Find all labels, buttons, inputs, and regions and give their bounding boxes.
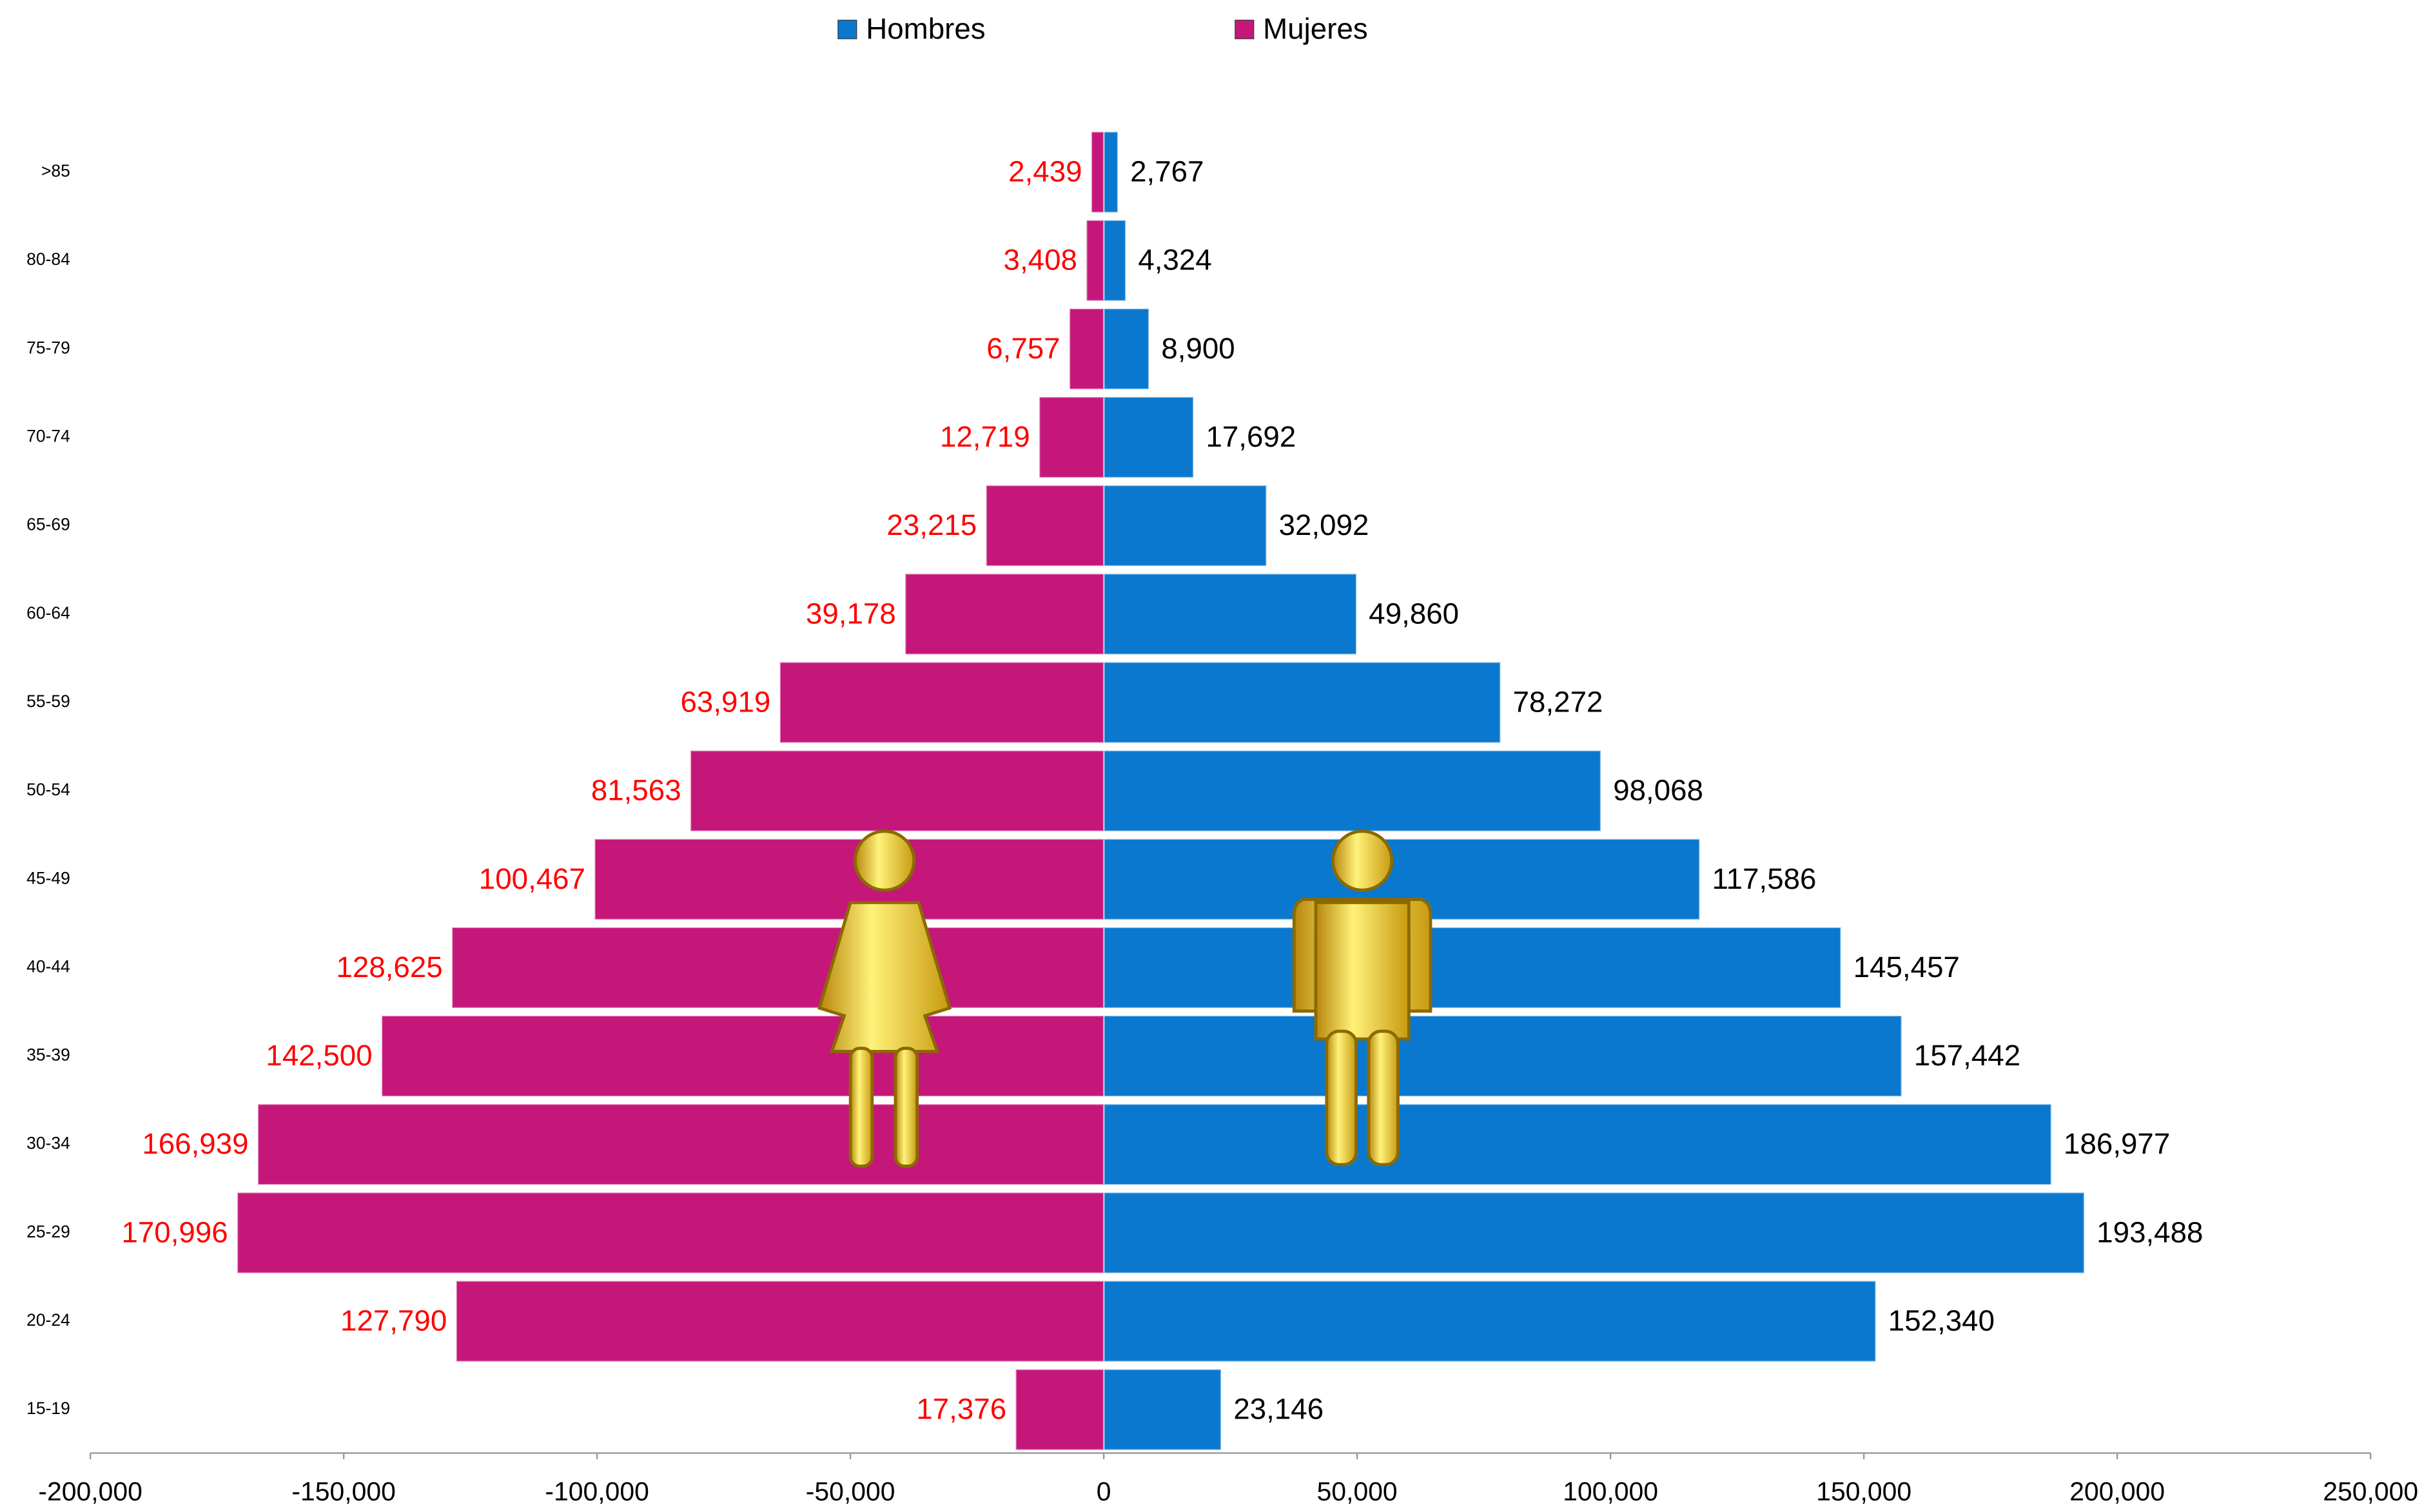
bar bbox=[1086, 219, 1105, 302]
y-tick-label: 25-29 bbox=[26, 1222, 70, 1241]
bar bbox=[1102, 573, 1358, 655]
bar bbox=[779, 661, 1105, 744]
data-label: 49,860 bbox=[1369, 597, 1459, 630]
woman-icon bbox=[817, 829, 952, 1168]
legend-label: Hombres bbox=[866, 12, 985, 45]
data-label: 2,767 bbox=[1130, 155, 1204, 188]
bar bbox=[1102, 1103, 2053, 1186]
x-tick-label: 200,000 bbox=[2069, 1477, 2165, 1506]
y-tick-label: 75-79 bbox=[26, 338, 70, 357]
bar bbox=[1102, 396, 1195, 479]
y-tick-label: 30-34 bbox=[26, 1134, 70, 1153]
x-tick-label: -200,000 bbox=[38, 1477, 142, 1506]
data-label: 32,092 bbox=[1279, 509, 1369, 541]
data-label: 170,996 bbox=[121, 1216, 228, 1248]
data-label: 157,442 bbox=[1914, 1039, 2020, 1072]
bar bbox=[257, 1103, 1105, 1186]
y-tick-label: 55-59 bbox=[26, 692, 70, 711]
data-label: 81,563 bbox=[591, 774, 681, 807]
bar bbox=[236, 1192, 1105, 1274]
bar bbox=[1102, 219, 1127, 302]
bar bbox=[985, 484, 1105, 567]
bar bbox=[1102, 131, 1119, 213]
data-label: 17,376 bbox=[916, 1393, 1006, 1426]
man-icon bbox=[1292, 829, 1432, 1167]
x-tick-label: 250,000 bbox=[2323, 1477, 2418, 1506]
data-label: 186,977 bbox=[2064, 1127, 2170, 1160]
data-label: 39,178 bbox=[806, 597, 896, 630]
data-label: 166,939 bbox=[142, 1127, 248, 1160]
x-tick-label: -150,000 bbox=[291, 1477, 395, 1506]
bar bbox=[1102, 661, 1501, 744]
bar bbox=[1015, 1368, 1105, 1451]
y-tick-label: 50-54 bbox=[26, 780, 70, 799]
bar bbox=[1102, 926, 1842, 1009]
data-label: 23,146 bbox=[1233, 1393, 1324, 1426]
data-label: 193,488 bbox=[2096, 1216, 2203, 1248]
y-tick-label: 70-74 bbox=[26, 427, 70, 446]
bar bbox=[455, 1280, 1105, 1362]
x-tick-label: -100,000 bbox=[545, 1477, 649, 1506]
bar bbox=[1102, 1280, 1877, 1362]
bar bbox=[1102, 484, 1267, 567]
x-tick-label: 100,000 bbox=[1563, 1477, 1658, 1506]
data-label: 4,324 bbox=[1138, 244, 1211, 276]
data-label: 8,900 bbox=[1161, 332, 1235, 365]
data-label: 2,439 bbox=[1008, 155, 1082, 188]
data-label: 23,215 bbox=[886, 509, 977, 541]
y-tick-label: 80-84 bbox=[26, 249, 70, 269]
data-label: 63,919 bbox=[681, 685, 771, 718]
bar bbox=[1102, 1192, 2086, 1274]
data-label: 100,467 bbox=[479, 862, 585, 895]
bar bbox=[1102, 750, 1602, 832]
bar bbox=[1038, 396, 1105, 479]
legend-swatch bbox=[837, 19, 857, 39]
data-label: 142,500 bbox=[266, 1039, 372, 1072]
y-tick-label: 35-39 bbox=[26, 1045, 70, 1065]
y-tick-label: 40-44 bbox=[26, 956, 70, 976]
bar bbox=[380, 1014, 1105, 1098]
bar bbox=[451, 926, 1105, 1009]
data-label: 12,719 bbox=[940, 420, 1030, 453]
y-tick-label: 15-19 bbox=[26, 1399, 70, 1418]
data-label: 145,457 bbox=[1853, 951, 1960, 984]
legend-label: Mujeres bbox=[1263, 12, 1368, 45]
bar bbox=[689, 750, 1105, 832]
data-label: 6,757 bbox=[986, 332, 1060, 365]
data-label: 3,408 bbox=[1004, 244, 1077, 276]
x-tick-label: 50,000 bbox=[1317, 1477, 1398, 1506]
y-tick-label: 60-64 bbox=[26, 603, 70, 623]
data-label: 117,586 bbox=[1712, 862, 1817, 895]
data-label: 127,790 bbox=[340, 1304, 447, 1337]
legend-swatch bbox=[1235, 19, 1255, 39]
y-tick-label: 65-69 bbox=[26, 515, 70, 534]
x-tick-label: -50,000 bbox=[806, 1477, 895, 1506]
x-tick-label: 0 bbox=[1097, 1477, 1111, 1506]
data-label: 98,068 bbox=[1613, 774, 1703, 807]
bar bbox=[1068, 307, 1105, 391]
x-tick-label: 150,000 bbox=[1816, 1477, 1911, 1506]
y-tick-label: 20-24 bbox=[26, 1310, 70, 1330]
bar bbox=[1102, 1368, 1222, 1451]
bar bbox=[1102, 307, 1150, 391]
data-label: 78,272 bbox=[1513, 685, 1603, 718]
data-label: 152,340 bbox=[1888, 1304, 1995, 1337]
y-tick-label: >85 bbox=[41, 161, 70, 180]
data-label: 17,692 bbox=[1206, 420, 1296, 453]
bar bbox=[1102, 1014, 1902, 1098]
data-label: 128,625 bbox=[336, 951, 442, 984]
bar bbox=[1090, 131, 1105, 213]
bar bbox=[904, 573, 1105, 655]
y-tick-label: 45-49 bbox=[26, 868, 70, 887]
